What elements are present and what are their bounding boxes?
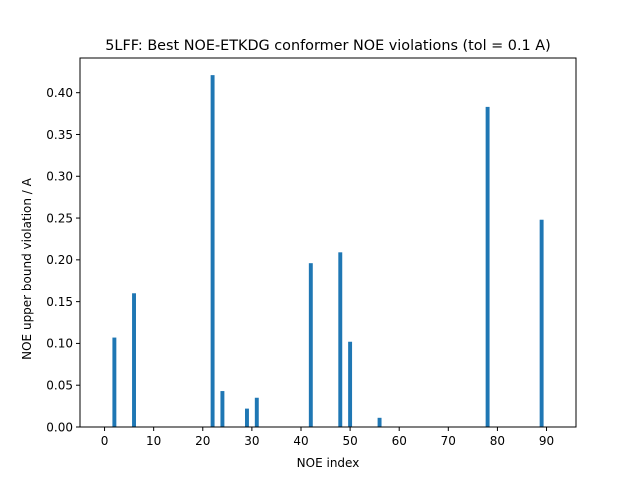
bar-42 [308, 263, 313, 427]
x-tick-label: 0 [101, 434, 109, 448]
bar-2 [112, 337, 117, 427]
bar-50 [348, 341, 353, 427]
bars-group [112, 75, 544, 427]
bar-22 [210, 75, 215, 427]
bar-31 [254, 397, 259, 427]
x-axis-ticks: 0 10 20 30 40 50 60 70 80 90 [101, 427, 554, 448]
bar-6 [132, 293, 136, 427]
x-tick-label: 10 [146, 434, 161, 448]
x-tick-label: 50 [342, 434, 357, 448]
x-tick-label: 90 [539, 434, 554, 448]
y-tick-label: 0.40 [46, 86, 73, 100]
bar-24 [220, 391, 225, 427]
bar-29 [245, 408, 249, 427]
bar-78 [485, 106, 490, 427]
y-tick-label: 0.15 [46, 295, 73, 309]
bar-56 [377, 417, 382, 427]
x-axis-label: NOE index [297, 456, 360, 470]
bar-48 [338, 252, 343, 427]
x-tick-label: 40 [293, 434, 308, 448]
y-tick-label: 0.25 [46, 211, 73, 225]
y-axis-label: NOE upper bound violation / A [20, 177, 34, 360]
y-axis-ticks: 0.00 0.05 0.10 0.15 0.20 0.25 0.30 0.35 0.40 [46, 86, 80, 434]
chart-title: 5LFF: Best NOE-ETKDG conformer NOE viola… [105, 38, 550, 54]
plot-frame [79, 57, 577, 428]
y-tick-label: 0.20 [46, 253, 73, 267]
bar-89 [539, 219, 544, 427]
y-tick-label: 0.05 [46, 379, 73, 393]
x-tick-label: 30 [244, 434, 259, 448]
y-tick-label: 0.30 [46, 170, 73, 184]
y-tick-label: 0.10 [46, 337, 73, 351]
x-tick-label: 80 [490, 434, 505, 448]
y-tick-label: 0.35 [46, 128, 73, 142]
x-tick-label: 70 [441, 434, 456, 448]
x-tick-label: 60 [392, 434, 407, 448]
y-tick-label: 0.00 [46, 420, 73, 434]
x-tick-label: 20 [195, 434, 210, 448]
